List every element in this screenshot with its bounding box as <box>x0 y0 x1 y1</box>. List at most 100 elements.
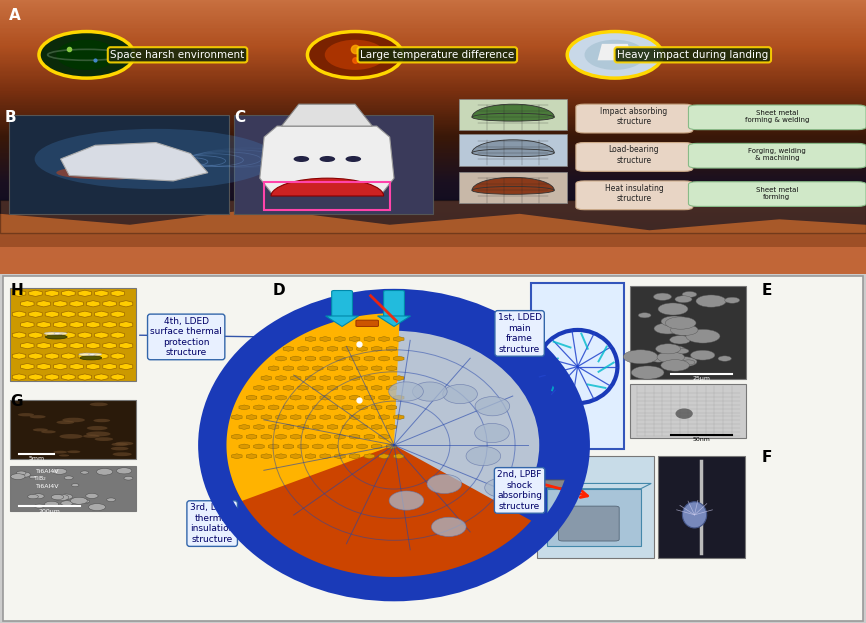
Ellipse shape <box>59 494 73 500</box>
Ellipse shape <box>56 40 117 70</box>
Ellipse shape <box>389 491 423 510</box>
Ellipse shape <box>96 468 113 475</box>
Ellipse shape <box>80 356 102 360</box>
Ellipse shape <box>86 493 98 498</box>
Text: Sheet metal
forming & welding: Sheet metal forming & welding <box>745 110 809 123</box>
Text: Sheet metal
forming: Sheet metal forming <box>756 187 798 200</box>
FancyBboxPatch shape <box>630 384 746 438</box>
Ellipse shape <box>657 351 684 363</box>
Ellipse shape <box>567 32 662 78</box>
Ellipse shape <box>39 32 134 78</box>
Ellipse shape <box>51 495 64 500</box>
Ellipse shape <box>32 493 44 498</box>
Ellipse shape <box>672 364 685 369</box>
Ellipse shape <box>661 359 689 371</box>
Ellipse shape <box>60 434 82 439</box>
Ellipse shape <box>682 502 707 528</box>
Ellipse shape <box>44 332 60 335</box>
Ellipse shape <box>112 443 128 446</box>
Ellipse shape <box>631 366 664 379</box>
Ellipse shape <box>307 32 403 78</box>
FancyBboxPatch shape <box>9 115 229 214</box>
Text: 3rd, LDED
thermal
insulation
structure: 3rd, LDED thermal insulation structure <box>190 503 235 544</box>
Text: Large temperature difference: Large temperature difference <box>360 50 514 60</box>
Ellipse shape <box>682 360 695 365</box>
Text: 1st, LDED
main
frame
structure: 1st, LDED main frame structure <box>498 313 541 353</box>
Text: 200μm: 200μm <box>38 509 61 514</box>
FancyBboxPatch shape <box>576 181 693 210</box>
Ellipse shape <box>249 331 540 559</box>
Ellipse shape <box>56 166 160 179</box>
FancyBboxPatch shape <box>234 115 433 214</box>
Text: F: F <box>762 450 772 465</box>
Ellipse shape <box>41 430 55 434</box>
Text: Impact absorbing
structure: Impact absorbing structure <box>600 107 668 126</box>
Ellipse shape <box>18 413 34 416</box>
Ellipse shape <box>44 502 59 507</box>
Ellipse shape <box>81 471 88 474</box>
Ellipse shape <box>81 500 89 503</box>
Ellipse shape <box>585 40 645 70</box>
Text: H: H <box>10 283 23 298</box>
Ellipse shape <box>45 335 68 339</box>
Ellipse shape <box>325 40 385 70</box>
Wedge shape <box>472 104 554 117</box>
Ellipse shape <box>389 382 423 401</box>
Ellipse shape <box>656 344 681 354</box>
Text: D: D <box>273 283 286 298</box>
Text: Forging, welding
& machining: Forging, welding & machining <box>748 148 805 161</box>
Wedge shape <box>472 178 554 191</box>
Polygon shape <box>232 445 532 577</box>
Ellipse shape <box>690 350 715 360</box>
Ellipse shape <box>10 473 25 480</box>
Ellipse shape <box>676 348 689 354</box>
Ellipse shape <box>17 472 30 477</box>
Ellipse shape <box>87 426 107 430</box>
Polygon shape <box>0 247 866 274</box>
Ellipse shape <box>427 474 462 493</box>
Ellipse shape <box>56 421 74 424</box>
FancyBboxPatch shape <box>459 98 567 130</box>
Ellipse shape <box>82 500 89 503</box>
Text: 4th, LDED
surface thermal
protection
structure: 4th, LDED surface thermal protection str… <box>151 317 222 357</box>
Text: Space harsh environment: Space harsh environment <box>110 50 245 60</box>
Polygon shape <box>598 44 632 60</box>
Ellipse shape <box>346 156 361 162</box>
Ellipse shape <box>83 434 100 438</box>
FancyBboxPatch shape <box>459 135 567 166</box>
Ellipse shape <box>29 415 46 419</box>
Ellipse shape <box>94 437 113 441</box>
Ellipse shape <box>638 313 651 318</box>
FancyBboxPatch shape <box>559 506 619 541</box>
Ellipse shape <box>70 497 87 504</box>
FancyBboxPatch shape <box>576 143 693 171</box>
Ellipse shape <box>431 517 466 536</box>
Ellipse shape <box>28 495 38 499</box>
Ellipse shape <box>652 357 665 362</box>
Ellipse shape <box>54 494 69 501</box>
Ellipse shape <box>62 417 85 422</box>
Ellipse shape <box>90 402 107 406</box>
Text: 2nd, LPBF
shock
absorbing
structure: 2nd, LPBF shock absorbing structure <box>497 470 542 510</box>
Ellipse shape <box>35 504 44 508</box>
Ellipse shape <box>107 498 115 502</box>
FancyBboxPatch shape <box>3 276 863 621</box>
Polygon shape <box>61 143 208 181</box>
Text: B: B <box>4 110 16 125</box>
Ellipse shape <box>72 483 79 487</box>
FancyBboxPatch shape <box>688 143 866 168</box>
FancyBboxPatch shape <box>384 290 404 317</box>
Ellipse shape <box>662 346 686 355</box>
Ellipse shape <box>686 330 720 343</box>
Polygon shape <box>0 208 866 274</box>
Ellipse shape <box>472 149 554 157</box>
FancyBboxPatch shape <box>459 172 567 203</box>
Ellipse shape <box>696 295 727 307</box>
Text: A: A <box>9 8 21 23</box>
Ellipse shape <box>65 159 152 176</box>
Ellipse shape <box>669 336 690 344</box>
Text: Heavy impact during landing: Heavy impact during landing <box>617 50 768 60</box>
Wedge shape <box>472 140 554 153</box>
Polygon shape <box>326 316 359 326</box>
Ellipse shape <box>475 397 510 416</box>
